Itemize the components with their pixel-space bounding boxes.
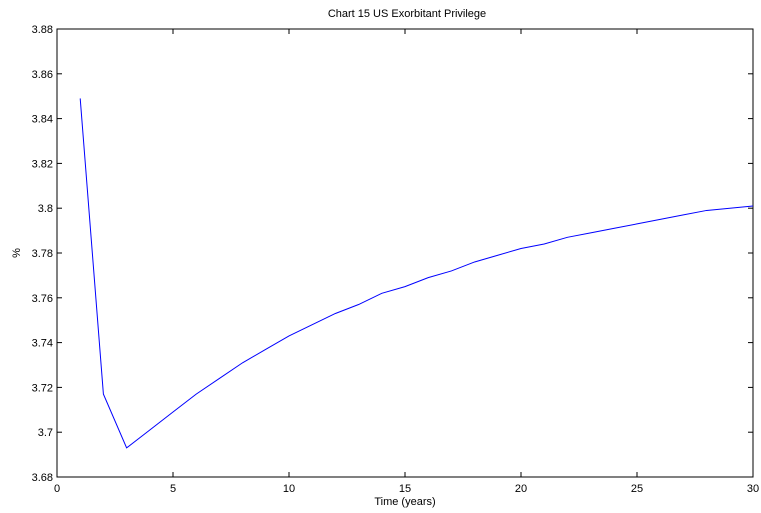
x-tick-label: 20 [515, 483, 527, 495]
x-tick-label: 0 [54, 483, 60, 495]
y-tick-label: 3.74 [32, 338, 53, 350]
y-axis-ticks: 3.68 3.7 3.72 3.74 3.76 3.78 3.8 3.82 3.84 3.86 3.… [32, 24, 753, 484]
y-tick-label: 3.72 [32, 382, 53, 394]
x-axis-label: Time (years) [374, 496, 435, 508]
y-tick-label: 3.68 [32, 472, 53, 484]
series-line [79, 98, 754, 449]
x-axis-ticks: 0 5 10 15 20 25 30 [54, 29, 759, 495]
y-tick-label: 3.82 [32, 158, 53, 170]
y-axis-label: % [11, 248, 23, 258]
plot-area [56, 28, 754, 478]
y-tick-label: 3.78 [32, 248, 53, 260]
y-tick-label: 3.8 [38, 203, 53, 215]
x-tick-label: 30 [747, 483, 759, 495]
y-tick-label: 3.88 [32, 24, 53, 36]
chart-title: Chart 15 US Exorbitant Privilege [328, 8, 486, 20]
x-tick-label: 5 [170, 483, 176, 495]
x-tick-label: 25 [631, 483, 643, 495]
y-tick-label: 3.86 [32, 69, 53, 81]
y-tick-label: 3.76 [32, 293, 53, 305]
y-tick-label: 3.7 [38, 427, 53, 439]
x-tick-label: 15 [399, 483, 411, 495]
x-tick-label: 10 [283, 483, 295, 495]
y-tick-label: 3.84 [32, 114, 53, 126]
